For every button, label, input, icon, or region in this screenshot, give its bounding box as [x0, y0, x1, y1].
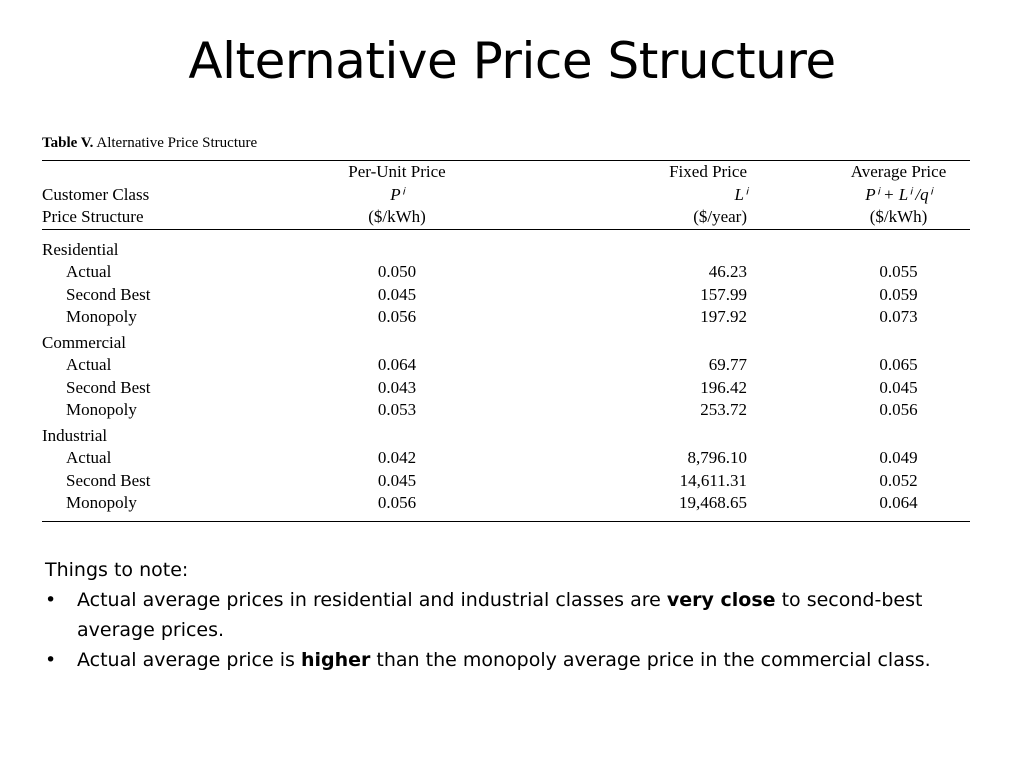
cell-fixed: 157.99	[700, 284, 747, 304]
note-text-after: than the monopoly average price in the c…	[370, 649, 931, 671]
group-row-residential: Residential	[42, 233, 970, 262]
cell-per-unit: 0.045	[377, 470, 417, 490]
row-label: Second Best	[66, 377, 151, 397]
cell-average: 0.056	[879, 400, 918, 419]
header-rule	[42, 228, 970, 233]
bullet-icon: •	[45, 589, 57, 611]
cell-average: 0.065	[879, 355, 918, 374]
header-average-title: Average Price	[850, 162, 947, 181]
cell-average: 0.045	[879, 377, 918, 397]
header-average-unit: ($/kWh)	[869, 207, 928, 226]
cell-average: 0.059	[879, 284, 918, 304]
row-label: Monopoly	[66, 493, 137, 512]
table-row: Monopoly 0.056 19,468.65 0.064	[42, 492, 970, 515]
table-row: Actual 0.064 69.77 0.065	[42, 354, 970, 377]
notes-list: • Actual average prices in residential a…	[45, 585, 945, 675]
bullet-icon: •	[45, 649, 57, 671]
cell-average: 0.064	[879, 493, 918, 512]
cell-fixed: 46.23	[708, 262, 747, 281]
cell-fixed: 14,611.31	[679, 470, 747, 490]
row-label: Monopoly	[66, 400, 137, 419]
note-item: • Actual average prices in residential a…	[45, 585, 945, 645]
cell-fixed: 19,468.65	[679, 493, 747, 512]
note-emphasis: higher	[300, 649, 371, 671]
table-header: Per-Unit Price Fixed Price Average Price…	[42, 161, 970, 233]
cell-per-unit: 0.053	[377, 400, 417, 419]
cell-per-unit: 0.042	[377, 448, 417, 467]
cell-fixed: 8,796.10	[687, 448, 748, 467]
table-top-rule	[42, 160, 970, 161]
table-row: Actual 0.050 46.23 0.055	[42, 261, 970, 284]
data-table: Per-Unit Price Fixed Price Average Price…	[42, 161, 970, 515]
header-average-formula: Pⁱ + Lⁱ /qⁱ	[865, 184, 932, 204]
slide-title: Alternative Price Structure	[188, 32, 836, 90]
cell-fixed: 196.42	[700, 377, 747, 397]
price-structure-table: Table V. Alternative Price Structure Per…	[42, 135, 970, 522]
cell-average: 0.073	[879, 307, 918, 326]
table-row: Monopoly 0.056 197.92 0.073	[42, 306, 970, 329]
cell-per-unit: 0.045	[377, 284, 417, 304]
group-label: Industrial	[42, 425, 108, 445]
row-label: Actual	[66, 448, 112, 467]
header-fixed-unit: ($/year)	[693, 207, 747, 226]
cell-per-unit: 0.056	[377, 493, 417, 512]
cell-per-unit: 0.050	[377, 262, 417, 281]
notes-heading: Things to note:	[45, 559, 189, 581]
table-bottom-rule	[42, 520, 970, 522]
table-row: Actual 0.042 8,796.10 0.049	[42, 447, 970, 470]
group-label: Residential	[42, 239, 119, 259]
group-row-commercial: Commercial	[42, 329, 970, 355]
note-text-before: Actual average prices in residential and…	[77, 589, 667, 611]
table-row: Monopoly 0.053 253.72 0.056	[42, 399, 970, 422]
header-price-structure: Price Structure	[42, 207, 144, 226]
cell-per-unit: 0.043	[377, 377, 417, 397]
row-label: Monopoly	[66, 307, 137, 326]
table-caption: Table V. Alternative Price Structure	[42, 135, 970, 152]
cell-fixed: 253.72	[700, 400, 747, 419]
note-text-before: Actual average price is	[77, 649, 301, 671]
cell-per-unit: 0.064	[377, 355, 417, 374]
table-caption-number: Table V.	[42, 135, 94, 151]
group-label: Commercial	[42, 332, 127, 352]
header-customer-class: Customer Class	[42, 184, 150, 204]
notes-section: Things to note: • Actual average prices …	[45, 555, 945, 675]
cell-average: 0.052	[879, 470, 918, 490]
row-label: Second Best	[66, 284, 151, 304]
table-row: Second Best 0.045 14,611.31 0.052	[42, 470, 970, 493]
header-per-unit-symbol: Pⁱ	[390, 184, 404, 204]
header-per-unit-unit: ($/kWh)	[368, 207, 426, 226]
cell-average: 0.049	[879, 448, 918, 467]
header-fixed-symbol: Lⁱ	[734, 184, 748, 204]
row-label: Second Best	[66, 470, 151, 490]
note-emphasis: very close	[666, 589, 776, 611]
table-body: Residential Actual 0.050 46.23 0.055 Sec…	[42, 233, 970, 515]
note-text-after: to second-best average prices.	[77, 589, 923, 641]
table-caption-text: Alternative Price Structure	[96, 135, 258, 151]
cell-per-unit: 0.056	[377, 307, 417, 326]
note-item: • Actual average price is higher than th…	[45, 645, 945, 675]
cell-fixed: 197.92	[700, 307, 747, 326]
cell-fixed: 69.77	[708, 355, 747, 374]
row-label: Actual	[66, 262, 112, 281]
cell-average: 0.055	[879, 262, 918, 281]
table-row: Second Best 0.045 157.99 0.059	[42, 284, 970, 307]
group-row-industrial: Industrial	[42, 422, 970, 448]
row-label: Actual	[66, 355, 112, 374]
table-row: Second Best 0.043 196.42 0.045	[42, 377, 970, 400]
header-per-unit-title: Per-Unit Price	[348, 162, 446, 181]
header-fixed-title: Fixed Price	[669, 162, 747, 181]
